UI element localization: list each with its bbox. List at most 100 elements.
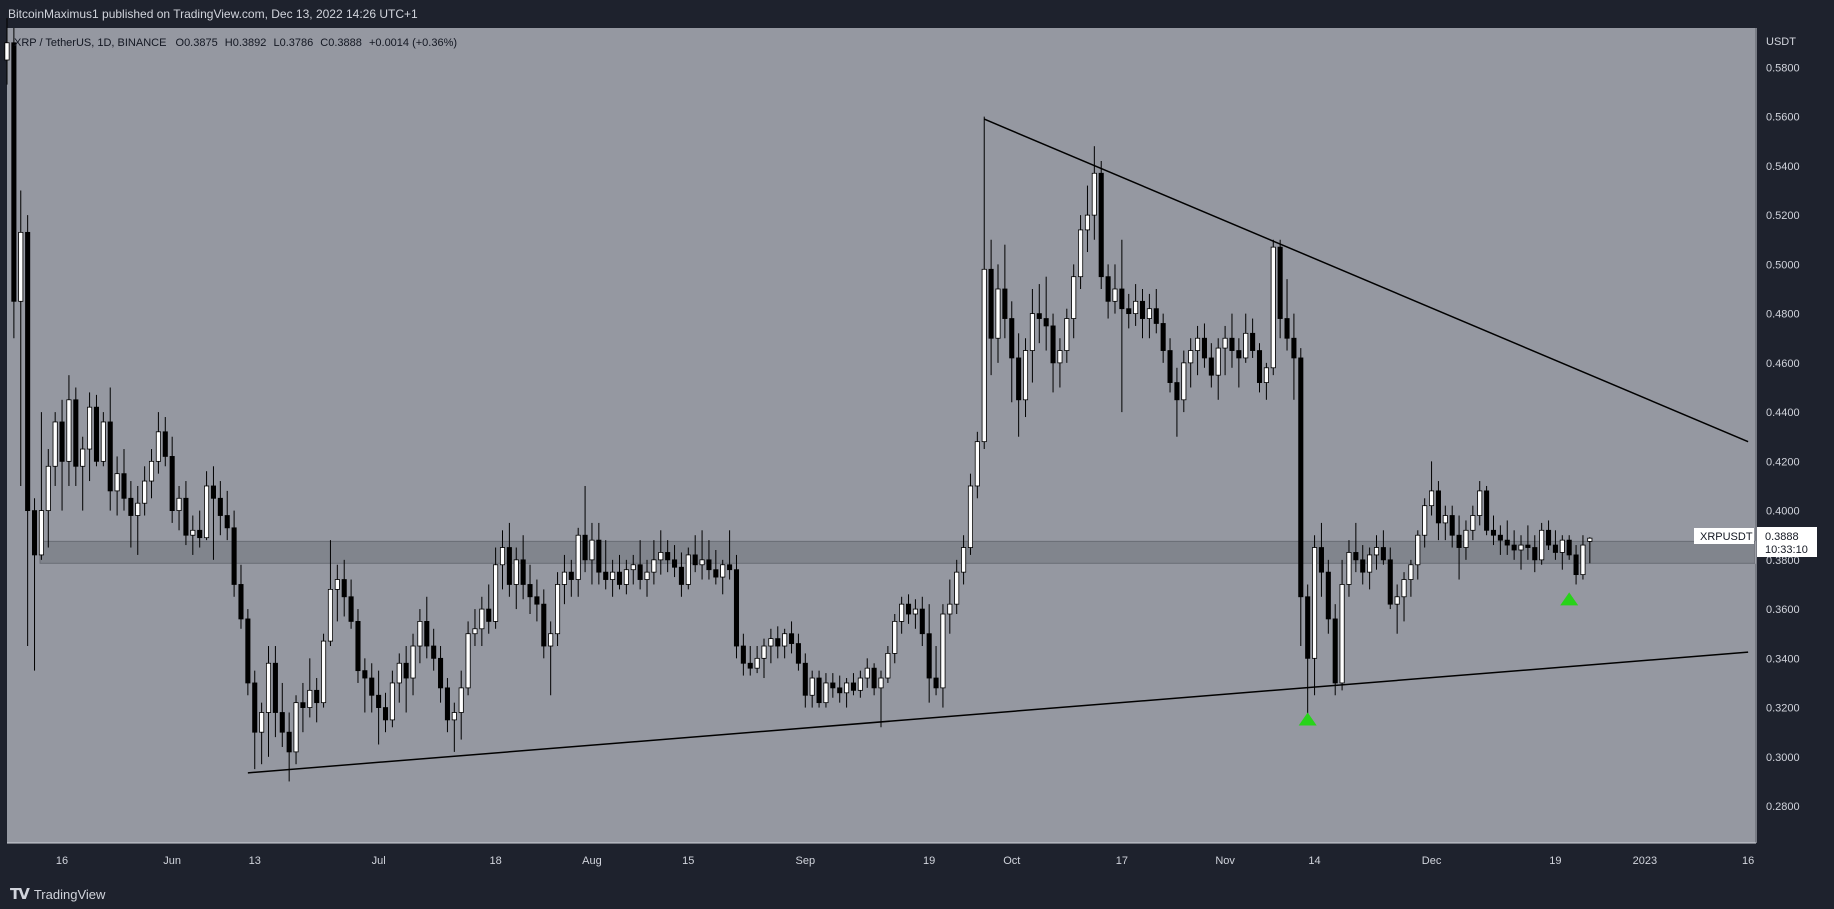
candle-bear (596, 539, 602, 573)
candle-bear (678, 566, 684, 585)
candle-bear (169, 456, 175, 511)
candle-bear (637, 564, 643, 580)
candle-bull (38, 510, 44, 556)
candle-bear (1380, 547, 1386, 561)
candle-bull (1346, 552, 1352, 585)
candle-bull (148, 460, 155, 482)
candle-bear (438, 657, 444, 689)
candle-bull (513, 559, 519, 585)
candle-bull (479, 608, 485, 630)
tradingview-logo-icon: TV (10, 885, 30, 903)
currency-label: USDT (1766, 36, 1796, 48)
candle-bull (782, 633, 788, 647)
candle-bull (823, 682, 829, 704)
candle-bull (1429, 490, 1435, 507)
candle-bull (864, 667, 870, 679)
candle-bull (135, 502, 141, 516)
y-tick-label: 0.5600 (1766, 112, 1800, 124)
candle-bear (1256, 350, 1263, 383)
candle-bear (286, 731, 292, 753)
x-tick-label: 19 (923, 855, 935, 867)
candle-bull (995, 288, 1001, 339)
candle-bear (1153, 308, 1159, 324)
candle-bear (238, 584, 244, 620)
candle-bear (73, 399, 79, 467)
candle-bull (844, 682, 850, 694)
candle-bear (348, 596, 354, 622)
x-tick-label: Nov (1215, 855, 1235, 867)
candle-bear (1009, 318, 1015, 359)
candle-bull (857, 677, 863, 691)
y-tick-label: 0.5400 (1766, 161, 1800, 173)
candle-bear (279, 712, 285, 733)
candle-bull (1029, 313, 1035, 351)
candle-bear (403, 662, 409, 679)
candle-bull (493, 564, 499, 622)
candle-bear (197, 529, 203, 539)
candle-bear (541, 603, 547, 647)
candle-bull (327, 588, 333, 642)
candle-bull (87, 406, 93, 450)
candle-bear (486, 608, 492, 622)
candle-bull (1146, 308, 1152, 319)
candle-bull (1263, 367, 1269, 383)
candle-bull (1477, 490, 1483, 516)
time-axis[interactable] (7, 843, 1834, 876)
candle-bull (1064, 318, 1070, 351)
candle-bull (334, 579, 340, 590)
candle-bear (727, 564, 733, 571)
candle-bull (80, 448, 86, 467)
candle-bear (1484, 490, 1490, 531)
x-tick-label: 16 (56, 855, 68, 867)
candle-bear (1360, 559, 1366, 573)
candle-bull (499, 547, 506, 566)
candle-bull (761, 645, 767, 659)
tradingview-brand[interactable]: TV TradingView (10, 885, 105, 903)
brand-name: TradingView (33, 886, 106, 902)
candle-bear (1167, 350, 1173, 383)
trendlines-group (247, 118, 1749, 774)
candle-bull (1195, 337, 1201, 351)
candle-bear (1139, 300, 1146, 319)
candle-bull (940, 613, 946, 689)
candle-bear (59, 421, 65, 462)
candle-bear (733, 569, 740, 647)
candle-bear (1250, 332, 1256, 351)
candle-bear (1105, 276, 1111, 302)
candle-bull (1463, 529, 1469, 548)
candle-bull (1339, 584, 1345, 684)
candle-bear (506, 547, 512, 585)
candle-bear (926, 633, 932, 679)
candle-bull (190, 529, 196, 536)
candle-bull (4, 42, 10, 61)
y-tick-label: 0.4000 (1766, 506, 1800, 518)
y-tick-label: 0.5200 (1766, 210, 1800, 222)
candle-bear (162, 431, 168, 457)
price-axis[interactable] (1755, 28, 1834, 843)
candle-bear (802, 662, 808, 696)
candle-bear (355, 620, 361, 672)
price-label: XRPUSDT 0.3888 10:33:10 (1694, 527, 1817, 557)
candle-bear (1435, 490, 1441, 524)
candle-bull (1022, 350, 1029, 401)
candle-bear (919, 608, 925, 635)
candle-bear (376, 694, 382, 708)
candle-bear (1525, 544, 1531, 548)
price-chart[interactable]: 0.5800 0.5600 0.5400 0.5200 0.5000 0.4800 0.46… (0, 0, 1834, 876)
candle-bear (11, 42, 17, 302)
price-label-symbol: XRPUSDT (1700, 531, 1753, 543)
up-arrow (1560, 592, 1579, 606)
candle-bull (1112, 288, 1118, 302)
candle-bear (1229, 337, 1235, 351)
candle-bull (561, 571, 567, 585)
y-tick-label: 0.3200 (1766, 703, 1800, 715)
y-tick-label: 0.2800 (1766, 801, 1800, 813)
candle-bull (100, 421, 106, 462)
candle-bear (1119, 288, 1125, 310)
candle-bull (1373, 547, 1380, 556)
candle-bear (706, 559, 712, 571)
candle-bull (1394, 596, 1400, 605)
candle-bear (616, 571, 623, 585)
candle-bear (1298, 357, 1304, 598)
candle-bull (548, 633, 554, 647)
